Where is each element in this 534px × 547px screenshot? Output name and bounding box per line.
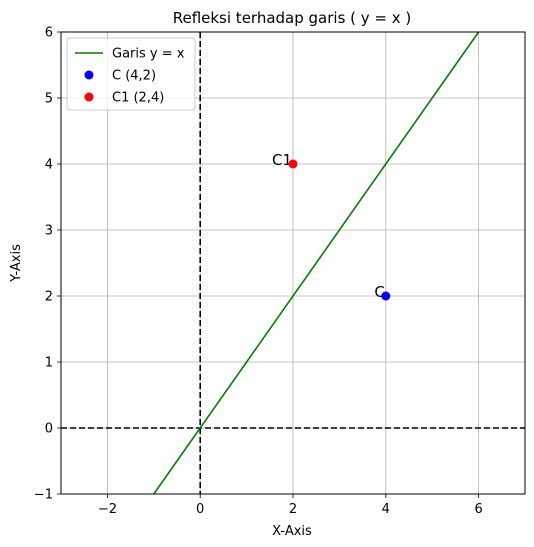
- y-tick-label: 3: [45, 224, 53, 239]
- y-tick-label: 4: [45, 158, 53, 173]
- x-tick-label: 0: [196, 502, 204, 517]
- legend-entry-label: C (4,2): [112, 69, 156, 84]
- x-axis-label: X-Axis: [272, 524, 312, 539]
- y-tick-label: 5: [45, 92, 53, 107]
- y-axis-label: Y-Axis: [9, 244, 24, 283]
- point-annotation-c1: C1: [272, 151, 292, 169]
- point-annotation-c: C: [374, 283, 384, 301]
- y-tick-label: −1: [34, 488, 53, 503]
- y-tick-label: 1: [45, 356, 53, 371]
- y-tick-label: 6: [45, 26, 53, 41]
- legend-entry-label: Garis y = x: [112, 47, 185, 62]
- legend-swatch-point: [84, 92, 94, 102]
- x-tick-label: −2: [98, 502, 117, 517]
- chart-title: Refleksi terhadap garis ( y = x ): [173, 9, 412, 27]
- series-line-y-equals-x: [153, 31, 480, 495]
- y-tick-label: 2: [45, 290, 53, 305]
- legend: Garis y = x C (4,2) C1 (2,4): [66, 37, 196, 111]
- x-tick-label: 6: [474, 502, 482, 517]
- legend-entry-label: C1 (2,4): [112, 91, 164, 106]
- series: C C1: [153, 31, 480, 495]
- legend-box: [66, 37, 196, 111]
- scatter-point-c1: [288, 159, 298, 169]
- y-tick-label: 0: [45, 422, 53, 437]
- x-ticks: −2 0 2 4 6: [98, 494, 483, 517]
- reference-lines: [61, 32, 525, 494]
- y-ticks: −1 0 1 2 3 4 5 6: [34, 26, 61, 503]
- x-tick-label: 2: [289, 502, 297, 517]
- scatter-point-c: [381, 291, 391, 301]
- legend-swatch-point: [84, 70, 94, 80]
- x-tick-label: 4: [382, 502, 390, 517]
